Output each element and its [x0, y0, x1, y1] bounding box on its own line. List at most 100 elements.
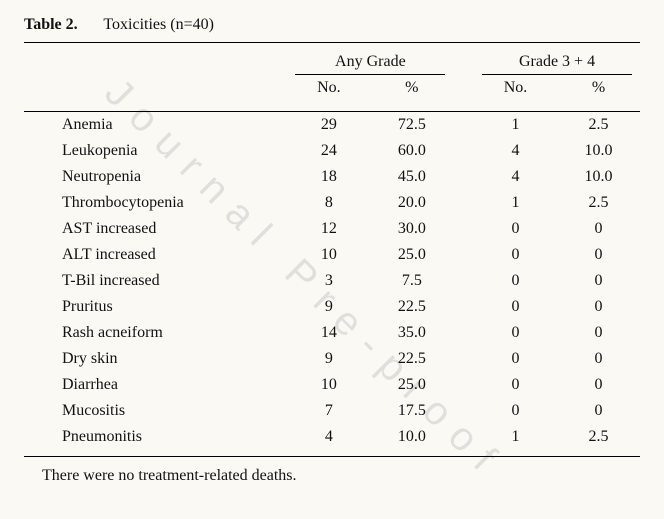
- any-grade-pct: 25.0: [370, 242, 453, 268]
- grade-3-4-pct: 0: [557, 242, 640, 268]
- col-gap: [453, 190, 474, 216]
- any-grade-pct: 22.5: [370, 294, 453, 320]
- any-grade-no: 3: [287, 268, 370, 294]
- any-grade-pct: 30.0: [370, 216, 453, 242]
- table-sub-header-row: No. % No. %: [24, 75, 640, 103]
- grade-3-4-pct: 0: [557, 216, 640, 242]
- col-gap: [453, 424, 474, 450]
- grade-3-4-no: 0: [474, 320, 557, 346]
- toxicity-name: Diarrhea: [24, 372, 287, 398]
- grade-3-4-pct: 10.0: [557, 164, 640, 190]
- toxicity-name: ALT increased: [24, 242, 287, 268]
- toxicity-name: Pneumonitis: [24, 424, 287, 450]
- col-gap: [453, 398, 474, 424]
- col-gap: [453, 346, 474, 372]
- grade-3-4-pct: 0: [557, 268, 640, 294]
- any-grade-pct: 60.0: [370, 138, 453, 164]
- grade-3-4-no: 0: [474, 294, 557, 320]
- any-grade-no: 10: [287, 372, 370, 398]
- any-grade-pct: 10.0: [370, 424, 453, 450]
- grade-3-4-no: 4: [474, 164, 557, 190]
- any-grade-pct: 22.5: [370, 346, 453, 372]
- any-grade-no: 18: [287, 164, 370, 190]
- col-gap: [453, 216, 474, 242]
- grade-3-4-no: 0: [474, 216, 557, 242]
- grade-3-4-pct: 10.0: [557, 138, 640, 164]
- any-grade-no: 29: [287, 112, 370, 139]
- table-row: Rash acneiform1435.000: [24, 320, 640, 346]
- grade-3-4-pct: 2.5: [557, 112, 640, 139]
- toxicities-table: Any Grade Grade 3 + 4 No. % No. % Anemia…: [24, 43, 640, 450]
- toxicity-name: AST increased: [24, 216, 287, 242]
- any-grade-no: 8: [287, 190, 370, 216]
- grade-3-4-pct: 0: [557, 320, 640, 346]
- any-grade-no: 10: [287, 242, 370, 268]
- toxicity-name: Pruritus: [24, 294, 287, 320]
- table-group-header-row: Any Grade Grade 3 + 4: [24, 43, 640, 75]
- col-gap: [453, 164, 474, 190]
- table-row: Dry skin922.5 00: [24, 346, 640, 372]
- col-gap: [453, 138, 474, 164]
- table-row: AST increased1230.0 00: [24, 216, 640, 242]
- col-header-any-no: No.: [287, 75, 370, 103]
- col-group-any-grade: Any Grade: [287, 43, 453, 75]
- toxicity-name: T-Bil increased: [24, 268, 287, 294]
- col-gap: [453, 242, 474, 268]
- rule-under-headers: [24, 103, 640, 112]
- col-gap: [453, 268, 474, 294]
- any-grade-pct: 17.5: [370, 398, 453, 424]
- any-grade-pct: 25.0: [370, 372, 453, 398]
- table-title: Toxicities (n=40): [103, 16, 214, 33]
- table-label: Table 2.: [24, 16, 78, 33]
- grade-3-4-pct: 0: [557, 398, 640, 424]
- table-figure: Journal Pre-proof Table 2. Toxicities (n…: [0, 0, 664, 519]
- table-row: Diarrhea1025.0 00: [24, 372, 640, 398]
- grade-3-4-no: 1: [474, 424, 557, 450]
- any-grade-no: 12: [287, 216, 370, 242]
- table-row: ALT increased1025.0 00: [24, 242, 640, 268]
- grade-3-4-pct: 0: [557, 294, 640, 320]
- col-group-grade-3-4: Grade 3 + 4: [474, 43, 640, 75]
- table-footnote: There were no treatment-related deaths.: [24, 457, 640, 485]
- table-row: Leukopenia2460.0410.0: [24, 138, 640, 164]
- table-row: Mucositis717.5 00: [24, 398, 640, 424]
- toxicity-name: Dry skin: [24, 346, 287, 372]
- col-gap: [453, 294, 474, 320]
- grade-3-4-pct: 2.5: [557, 190, 640, 216]
- any-grade-pct: 35.0: [370, 320, 453, 346]
- grade-3-4-no: 4: [474, 138, 557, 164]
- any-grade-pct: 72.5: [370, 112, 453, 139]
- toxicity-name: Neutropenia: [24, 164, 287, 190]
- grade-3-4-no: 0: [474, 346, 557, 372]
- table-row: Pneumonitis410.0 12.5: [24, 424, 640, 450]
- grade-3-4-pct: 0: [557, 372, 640, 398]
- grade-3-4-no: 1: [474, 112, 557, 139]
- any-grade-no: 4: [287, 424, 370, 450]
- grade-3-4-no: 0: [474, 398, 557, 424]
- col-gap: [453, 320, 474, 346]
- table-caption: Table 2. Toxicities (n=40): [24, 16, 640, 40]
- toxicity-name: Anemia: [24, 112, 287, 139]
- col-gap: [453, 372, 474, 398]
- grade-3-4-no: 0: [474, 242, 557, 268]
- table-row: Pruritus922.5 00: [24, 294, 640, 320]
- col-gap: [453, 112, 474, 139]
- any-grade-no: 7: [287, 398, 370, 424]
- grade-3-4-pct: 0: [557, 346, 640, 372]
- table-row: Anemia2972.5 12.5: [24, 112, 640, 139]
- any-grade-pct: 7.5: [370, 268, 453, 294]
- table-row: Thrombocytopenia820.0 12.5: [24, 190, 640, 216]
- any-grade-pct: 20.0: [370, 190, 453, 216]
- any-grade-no: 9: [287, 294, 370, 320]
- table-row: Neutropenia1845.0 410.0: [24, 164, 640, 190]
- any-grade-no: 9: [287, 346, 370, 372]
- grade-3-4-no: 1: [474, 190, 557, 216]
- grade-3-4-no: 0: [474, 372, 557, 398]
- table-body: Anemia2972.512.5Leukopenia2460.0410.0Neu…: [24, 112, 640, 451]
- col-header-any-pct: %: [370, 75, 453, 103]
- any-grade-no: 24: [287, 138, 370, 164]
- any-grade-pct: 45.0: [370, 164, 453, 190]
- grade-3-4-pct: 2.5: [557, 424, 640, 450]
- toxicity-name: Mucositis: [24, 398, 287, 424]
- toxicity-name: Thrombocytopenia: [24, 190, 287, 216]
